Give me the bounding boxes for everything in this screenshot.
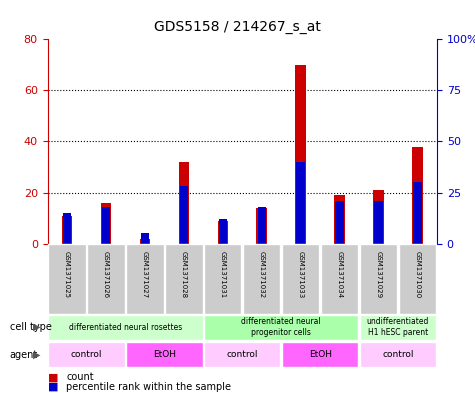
Bar [140, 239, 150, 244]
Text: GSM1371033: GSM1371033 [298, 251, 304, 298]
FancyBboxPatch shape [360, 244, 397, 314]
Bar [373, 190, 384, 244]
Bar [296, 162, 305, 244]
Text: GSM1371029: GSM1371029 [376, 251, 381, 298]
Bar [62, 215, 72, 244]
Bar [63, 213, 71, 244]
Text: GSM1371028: GSM1371028 [181, 251, 187, 298]
Bar [412, 147, 423, 244]
FancyBboxPatch shape [204, 315, 358, 340]
Text: GSM1371030: GSM1371030 [415, 251, 420, 298]
FancyBboxPatch shape [87, 244, 124, 314]
Text: GDS5158 / 214267_s_at: GDS5158 / 214267_s_at [154, 20, 321, 34]
Bar [413, 182, 422, 244]
Bar [335, 201, 344, 244]
FancyBboxPatch shape [48, 315, 202, 340]
Bar [141, 233, 149, 244]
Text: differentiated neural rosettes: differentiated neural rosettes [69, 323, 182, 332]
Text: undifferentiated
H1 hESC parent: undifferentiated H1 hESC parent [367, 318, 429, 337]
Bar [374, 201, 383, 244]
Text: GSM1371026: GSM1371026 [103, 251, 109, 298]
Bar [180, 186, 188, 244]
FancyBboxPatch shape [204, 342, 280, 367]
Bar [101, 203, 111, 244]
FancyBboxPatch shape [243, 244, 280, 314]
Text: ■: ■ [48, 382, 58, 392]
FancyBboxPatch shape [282, 244, 319, 314]
FancyBboxPatch shape [360, 342, 436, 367]
Bar [218, 220, 228, 244]
FancyBboxPatch shape [360, 315, 436, 340]
Bar [295, 65, 306, 244]
Text: GSM1371027: GSM1371027 [142, 251, 148, 298]
Text: count: count [66, 372, 94, 382]
Text: EtOH: EtOH [309, 350, 332, 359]
Bar [257, 207, 266, 244]
Text: control: control [382, 350, 414, 359]
FancyBboxPatch shape [48, 244, 86, 314]
Bar [102, 207, 110, 244]
Text: ▶: ▶ [33, 322, 40, 332]
FancyBboxPatch shape [321, 244, 358, 314]
Text: percentile rank within the sample: percentile rank within the sample [66, 382, 231, 392]
FancyBboxPatch shape [48, 342, 124, 367]
Text: GSM1371025: GSM1371025 [64, 251, 70, 298]
FancyBboxPatch shape [165, 244, 202, 314]
Text: EtOH: EtOH [153, 350, 176, 359]
Text: GSM1371031: GSM1371031 [220, 251, 226, 298]
Text: ▶: ▶ [33, 350, 40, 360]
Text: differentiated neural
progenitor cells: differentiated neural progenitor cells [241, 318, 321, 337]
Bar [256, 208, 267, 244]
Text: GSM1371032: GSM1371032 [259, 251, 265, 298]
FancyBboxPatch shape [204, 244, 241, 314]
Text: agent: agent [10, 350, 38, 360]
FancyBboxPatch shape [126, 244, 163, 314]
Bar [218, 219, 227, 244]
Text: control: control [227, 350, 258, 359]
FancyBboxPatch shape [126, 342, 202, 367]
FancyBboxPatch shape [399, 244, 436, 314]
Bar [179, 162, 189, 244]
Bar [334, 195, 345, 244]
Text: ■: ■ [48, 372, 58, 382]
Text: cell type: cell type [10, 322, 51, 332]
Text: GSM1371034: GSM1371034 [337, 251, 342, 298]
Text: control: control [71, 350, 102, 359]
FancyBboxPatch shape [282, 342, 358, 367]
